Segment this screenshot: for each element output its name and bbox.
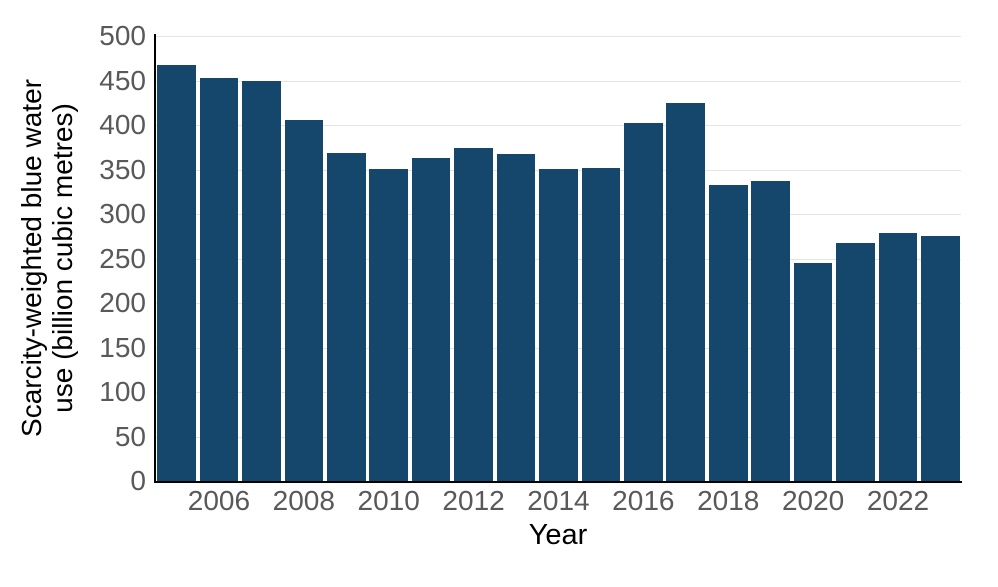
y-tick-label-150: 150 — [99, 331, 146, 363]
x-tick-label-2014: 2014 — [527, 485, 590, 516]
bar-2018 — [708, 184, 748, 481]
x-tick-label-2020: 2020 — [781, 485, 845, 516]
y-tick-label-200: 200 — [99, 287, 146, 318]
y-tick-label-0: 0 — [130, 465, 146, 496]
x-tick-label-2008: 2008 — [272, 485, 335, 516]
bar-2020 — [793, 262, 833, 481]
gridline-450 — [155, 80, 961, 82]
bar-2008 — [284, 119, 324, 481]
x-tick-label-2010: 2010 — [357, 485, 420, 516]
bar-2009 — [326, 152, 366, 481]
x-tick-label-2012: 2012 — [442, 485, 505, 516]
y-tick-label-350: 350 — [99, 153, 146, 185]
y-tick-label-50: 50 — [114, 420, 146, 452]
bar-2015 — [581, 167, 621, 481]
x-axis-title: Year — [528, 519, 588, 551]
bar-2016 — [624, 123, 663, 481]
y-axis-spine — [154, 34, 156, 483]
bar-2007 — [242, 80, 281, 481]
x-axis-spine — [154, 481, 962, 483]
bar-2005 — [157, 65, 196, 481]
x-tick-label-2006: 2006 — [187, 485, 251, 516]
y-tick-label-250: 250 — [99, 242, 146, 274]
bar-2017 — [666, 102, 706, 481]
gridline-400 — [155, 125, 961, 126]
x-tick-label-2018: 2018 — [697, 485, 760, 516]
bar-2012 — [454, 148, 493, 481]
y-tick-label-450: 450 — [99, 64, 146, 96]
bar-2022 — [878, 232, 918, 481]
bar-2014 — [539, 168, 578, 481]
x-tick-label-2016: 2016 — [612, 485, 675, 516]
y-tick-label-500: 500 — [99, 20, 146, 51]
y-tick-label-100: 100 — [99, 376, 146, 407]
y-tick-label-400: 400 — [99, 109, 146, 140]
bar-2006 — [199, 77, 239, 481]
bar-2021 — [836, 243, 875, 481]
gridline-500 — [155, 36, 961, 37]
x-tick-label-2022: 2022 — [866, 485, 930, 516]
bar-2011 — [411, 157, 451, 481]
y-tick-label-300: 300 — [99, 198, 146, 229]
bar-2019 — [751, 181, 790, 481]
bar-2023 — [921, 236, 960, 481]
bar-2013 — [496, 154, 536, 481]
bar-2010 — [369, 168, 408, 481]
